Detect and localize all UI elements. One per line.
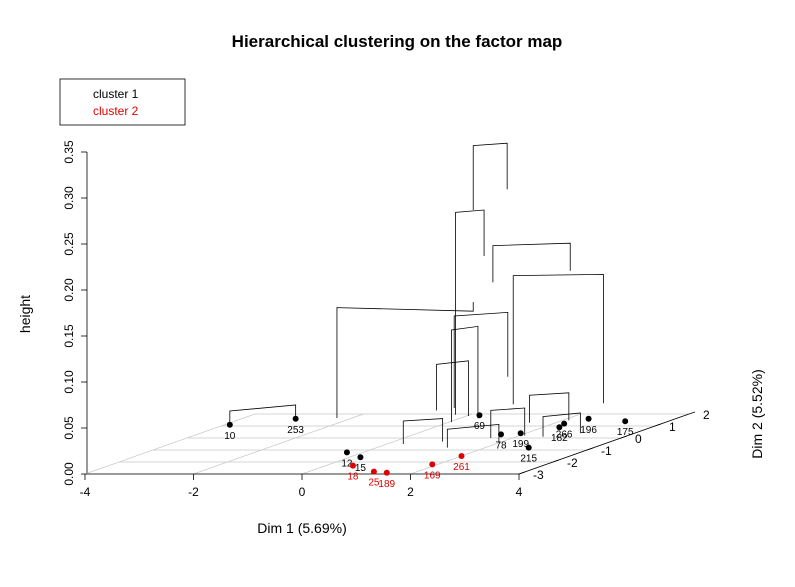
data-point-label-266: 266 (556, 430, 573, 441)
dendrogram-branch (490, 407, 526, 438)
chart-title: Hierarchical clustering on the factor ma… (232, 32, 563, 51)
dendrogram-branch (529, 392, 570, 423)
y-tick (620, 435, 628, 439)
y-axis-label: Dim 2 (5.52%) (749, 369, 765, 458)
y-tick-label: 2 (703, 408, 710, 422)
y-tick-label: -3 (533, 468, 544, 482)
x-tick-label: -2 (188, 485, 199, 499)
data-point-18 (349, 462, 356, 469)
data-point-label-253: 253 (287, 425, 304, 436)
legend-entry-cluster-2: cluster 2 (93, 104, 139, 118)
dendrogram-branch (229, 404, 297, 425)
dendrogram-branch (336, 302, 474, 418)
x-tick-label: 2 (407, 485, 414, 499)
z-tick-label: 0.10 (62, 370, 76, 394)
z-axis: 0.00 0.05 0.10 0.15 0.20 0.25 0.30 0.35 (62, 140, 88, 486)
data-point-78 (498, 431, 504, 438)
y-tick-label: 1 (669, 420, 676, 434)
legend: cluster 1 cluster 2 (59, 78, 186, 126)
x-tick-label: 4 (516, 485, 523, 499)
data-point-169 (429, 461, 436, 468)
data-point-label-10: 10 (224, 431, 236, 442)
dendrogram-branch (512, 273, 604, 405)
data-point-253 (292, 415, 299, 422)
x-tick-label: 0 (299, 485, 306, 499)
dendrogram-branch (451, 325, 479, 422)
grid-line-x (410, 413, 581, 475)
data-point-175 (622, 418, 629, 425)
y-tick (552, 459, 560, 463)
x-tick-label: -4 (80, 485, 91, 499)
data-point-10 (226, 421, 233, 428)
data-point-label-261: 261 (453, 462, 470, 473)
dendrogram-branch (492, 242, 571, 283)
data-point-label-182: 182 (551, 433, 568, 444)
data-point-189 (383, 469, 390, 476)
dendrogram-branch (542, 412, 581, 437)
data-point-label-215: 215 (520, 454, 537, 465)
data-point-label-78: 78 (495, 440, 507, 451)
z-axis-label: height (17, 295, 33, 333)
legend-entry-cluster-1: cluster 1 (93, 87, 139, 101)
x-axis-label: Dim 1 (5.69%) (257, 520, 346, 536)
legend-box (59, 78, 186, 126)
grid-line-x (193, 413, 364, 475)
y-tick (518, 471, 526, 475)
data-point-label-169: 169 (424, 470, 441, 481)
data-point-25 (370, 468, 377, 475)
data-point-label-199: 199 (512, 439, 529, 450)
data-point-label-25: 25 (368, 478, 380, 489)
dendrogram-branch (453, 311, 509, 408)
data-point-label-18: 18 (347, 472, 359, 483)
data-point-199 (517, 430, 524, 437)
y-tick (654, 423, 662, 427)
dendrogram-branch (436, 360, 469, 416)
y-tick (688, 411, 696, 415)
z-tick-label: 0.35 (62, 140, 76, 164)
z-tick-label: 0.15 (62, 324, 76, 348)
dendrogram (229, 142, 604, 448)
x-axis: -4 -2 0 2 4 (80, 473, 523, 499)
grid-line-x (84, 413, 256, 475)
data-point-215 (525, 444, 532, 451)
data-point-182 (556, 424, 563, 431)
y-tick-label: -2 (567, 456, 578, 470)
data-point-261 (458, 453, 465, 459)
data-point-label-12: 12 (341, 458, 353, 469)
data-point-196 (585, 415, 592, 422)
data-point-label-69: 69 (474, 421, 486, 432)
data-point-label-189: 189 (378, 479, 395, 490)
z-tick-label: 0.30 (62, 186, 76, 210)
dendrogram-branch (402, 418, 444, 444)
z-tick-label: 0.20 (62, 278, 76, 302)
data-point-266 (561, 420, 568, 427)
z-tick-label: 0.25 (62, 232, 76, 256)
grid-line-x (301, 413, 473, 475)
y-tick-label: -1 (601, 444, 612, 458)
data-point-69 (476, 412, 483, 419)
data-point-label-15: 15 (355, 463, 367, 474)
floor-grid (84, 413, 690, 475)
y-axis: -3 -2 -1 0 1 2 (518, 408, 710, 482)
dendrogram-branch (472, 142, 508, 210)
z-tick-label: 0.05 (62, 416, 76, 440)
data-point-15 (357, 454, 364, 461)
data-point-12 (343, 449, 350, 456)
y-tick (586, 447, 594, 451)
y-tick-label: 0 (635, 432, 642, 446)
data-point-label-196: 196 (580, 425, 597, 436)
dendrogram-branch (455, 209, 485, 415)
data-point-label-175: 175 (617, 427, 634, 438)
z-tick-label: 0.00 (62, 462, 76, 486)
